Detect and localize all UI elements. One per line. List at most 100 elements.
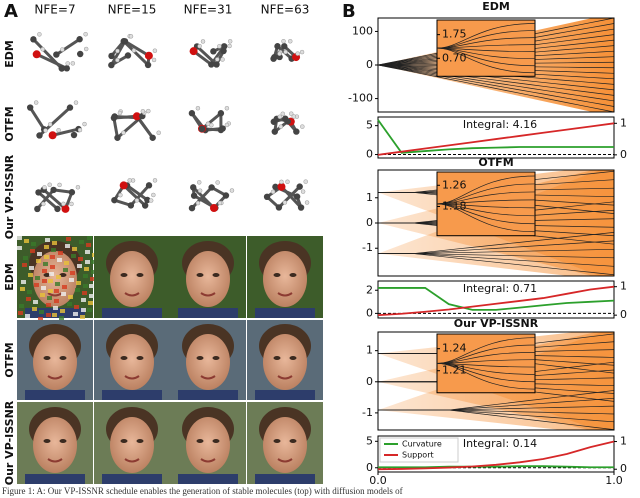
atom	[300, 124, 305, 129]
noise	[81, 308, 86, 312]
noise	[34, 283, 39, 287]
noise	[87, 308, 92, 312]
mouth	[124, 458, 140, 463]
eye	[196, 356, 204, 360]
noise	[91, 270, 96, 274]
atom	[195, 105, 201, 111]
molecule	[34, 182, 81, 213]
atom	[151, 57, 157, 63]
atom	[222, 192, 230, 199]
bond	[110, 40, 127, 66]
noise	[52, 313, 57, 317]
noise	[41, 286, 46, 290]
curvature-line	[377, 119, 614, 154]
atom	[304, 200, 310, 205]
atom	[69, 201, 74, 207]
eye	[289, 439, 297, 443]
inset-tick-label: 1.26	[442, 178, 467, 191]
eye	[59, 356, 67, 360]
molecule	[110, 108, 161, 141]
mouth	[124, 292, 140, 297]
face	[110, 334, 154, 390]
noise	[45, 238, 50, 242]
eye	[120, 356, 128, 360]
shirt	[25, 474, 85, 484]
atom	[200, 39, 206, 44]
noise	[57, 258, 62, 262]
atom	[30, 36, 37, 43]
noise	[89, 294, 94, 298]
trajectory	[378, 64, 614, 107]
face	[33, 417, 77, 473]
atom	[277, 51, 282, 56]
atom	[270, 55, 277, 62]
photo	[170, 320, 246, 400]
shirt	[255, 308, 315, 318]
bond	[190, 186, 213, 210]
y-tick-label: -100	[348, 92, 373, 105]
atom	[53, 51, 60, 58]
atom	[63, 65, 71, 72]
noise	[73, 312, 78, 316]
atom	[33, 100, 39, 105]
legend-label: Curvature	[402, 440, 442, 449]
atom	[209, 204, 218, 213]
annotation: Integral: 4.16	[463, 118, 537, 131]
noise	[88, 301, 93, 305]
noise	[35, 276, 40, 280]
atom	[272, 183, 279, 191]
noise	[20, 287, 25, 291]
support-line	[377, 440, 615, 471]
noise	[42, 279, 47, 283]
atom	[60, 47, 65, 52]
atom	[108, 52, 115, 60]
shirt	[255, 390, 315, 400]
molecule	[189, 39, 233, 68]
row-label: Our VP-ISSNR	[3, 400, 16, 485]
atom	[144, 61, 152, 69]
shirt	[102, 308, 162, 318]
y-tick-label: 1	[366, 344, 373, 357]
atom	[217, 110, 225, 117]
noise	[84, 267, 89, 271]
atom	[278, 124, 284, 129]
atom	[277, 182, 286, 191]
noise	[36, 259, 41, 263]
trajectory	[378, 64, 614, 102]
face	[263, 417, 307, 473]
trajectory	[378, 64, 614, 112]
noise	[38, 317, 43, 321]
noise	[79, 240, 84, 244]
right-tick-label: 0	[620, 308, 627, 321]
photo	[170, 402, 246, 484]
noise	[81, 298, 86, 302]
atom	[220, 43, 228, 50]
atom	[283, 49, 288, 55]
atom	[299, 49, 305, 55]
noise	[56, 275, 61, 279]
bond	[37, 191, 59, 211]
atom	[282, 200, 288, 205]
atom	[275, 204, 283, 211]
atom	[61, 201, 66, 207]
molecule	[111, 178, 158, 209]
column-header: NFE=63	[261, 3, 310, 17]
face	[186, 251, 230, 307]
atom	[124, 52, 132, 59]
noise	[29, 266, 34, 270]
noise	[39, 310, 44, 314]
noise	[48, 279, 53, 283]
atom	[111, 196, 118, 204]
noise	[83, 274, 88, 278]
eye	[43, 356, 51, 360]
atom	[128, 34, 134, 39]
atom	[279, 179, 284, 185]
atom	[83, 46, 89, 52]
y-tick-label: -1	[362, 406, 373, 419]
atom	[131, 48, 137, 53]
bond	[52, 127, 79, 137]
noise	[44, 245, 49, 249]
y-tick-label: 100	[352, 24, 373, 37]
atom	[56, 127, 61, 133]
